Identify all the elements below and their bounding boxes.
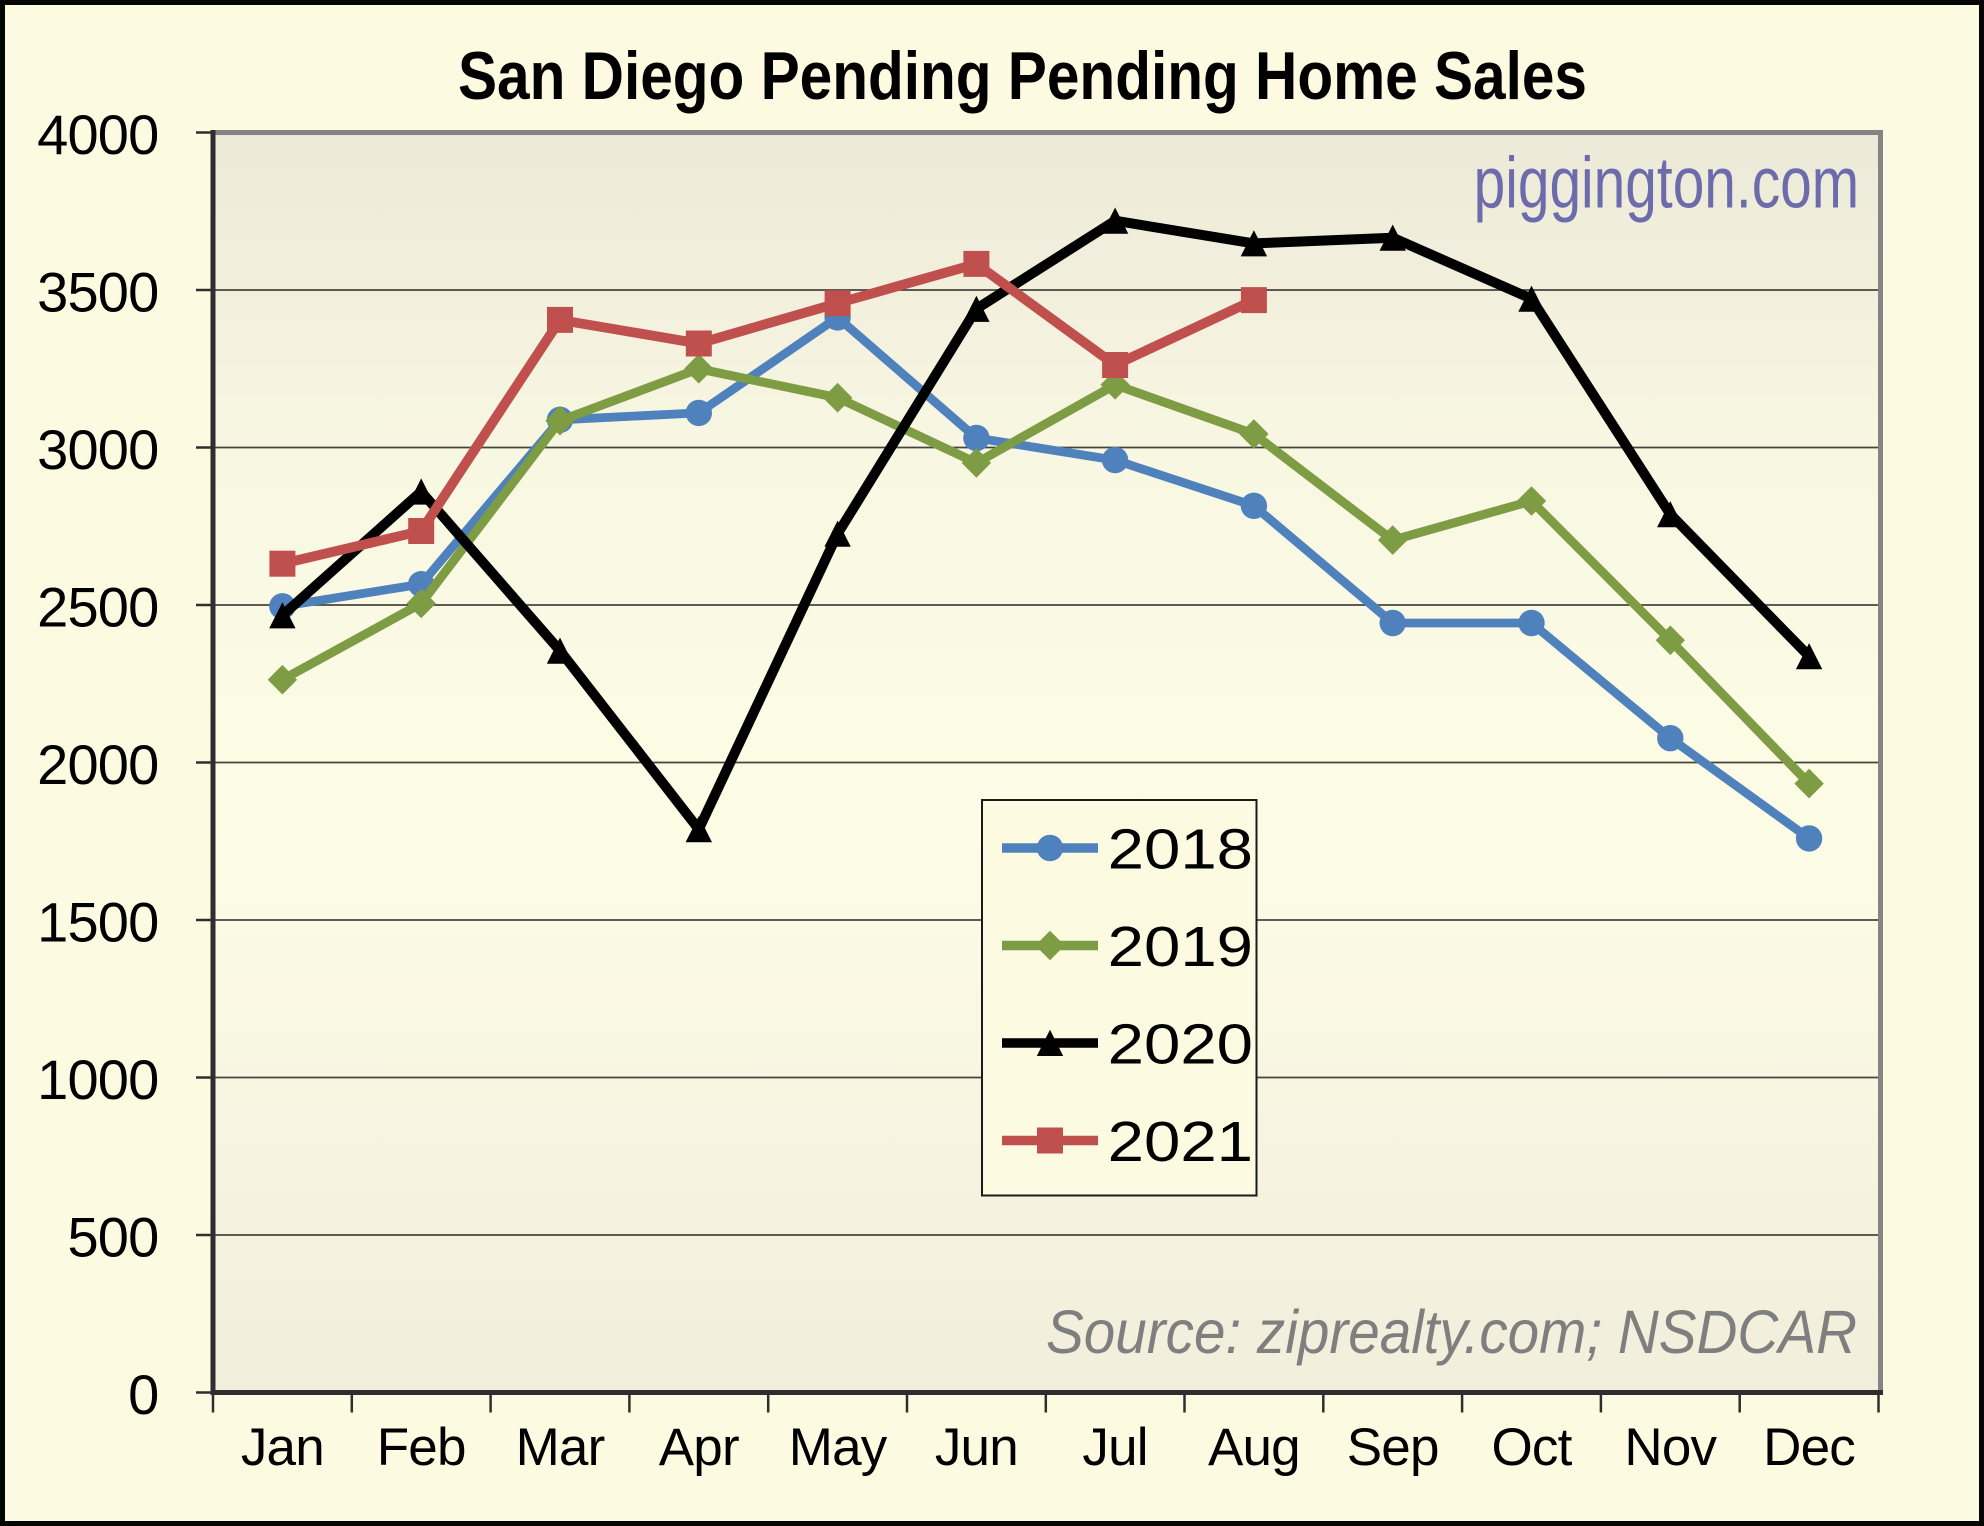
svg-text:May: May: [789, 1418, 888, 1477]
svg-text:2000: 2000: [37, 733, 158, 796]
svg-text:2020: 2020: [1108, 1013, 1253, 1077]
svg-text:Source: ziprealty.com; NSDCAR: Source: ziprealty.com; NSDCAR: [1046, 1298, 1857, 1366]
svg-text:Sep: Sep: [1347, 1418, 1439, 1477]
svg-text:San Diego Pending Pending Home: San Diego Pending Pending Home Sales: [458, 38, 1587, 114]
svg-text:Nov: Nov: [1624, 1418, 1717, 1477]
svg-text:2019: 2019: [1108, 915, 1253, 979]
svg-text:Oct: Oct: [1491, 1418, 1572, 1477]
svg-text:3500: 3500: [37, 261, 158, 324]
svg-text:Dec: Dec: [1763, 1418, 1855, 1477]
svg-text:Mar: Mar: [516, 1418, 605, 1477]
svg-text:500: 500: [67, 1206, 158, 1269]
svg-text:Jan: Jan: [241, 1418, 324, 1477]
svg-text:Jul: Jul: [1082, 1418, 1147, 1477]
svg-text:Apr: Apr: [659, 1418, 739, 1477]
svg-text:Jun: Jun: [935, 1418, 1018, 1477]
svg-text:2021: 2021: [1108, 1110, 1253, 1174]
svg-text:piggington.com: piggington.com: [1474, 144, 1860, 224]
svg-text:0: 0: [128, 1363, 158, 1426]
svg-text:4000: 4000: [37, 103, 158, 166]
svg-text:1000: 1000: [37, 1048, 158, 1111]
svg-text:2500: 2500: [37, 576, 158, 639]
svg-text:Feb: Feb: [377, 1418, 466, 1477]
svg-text:3000: 3000: [37, 418, 158, 481]
svg-text:1500: 1500: [37, 891, 158, 954]
svg-text:Aug: Aug: [1208, 1418, 1300, 1477]
svg-text:2018: 2018: [1108, 818, 1253, 882]
